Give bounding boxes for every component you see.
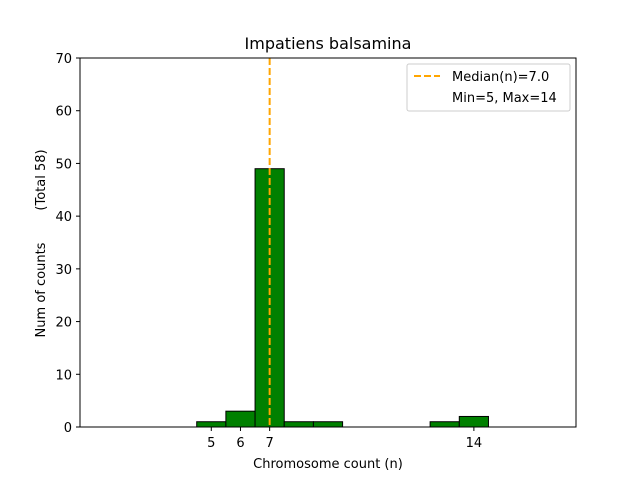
bar-0 xyxy=(196,421,227,428)
x-tick-label: 5 xyxy=(207,436,215,451)
y-tick-label: 30 xyxy=(55,263,72,278)
y-axis-total-note: (Total 58) xyxy=(34,149,49,210)
y-axis-ticks: 0 10 20 30 40 50 60 70 xyxy=(55,52,80,436)
chart-title: Impatiens balsamina xyxy=(245,34,412,53)
legend-entry-median: Median(n)=7.0 xyxy=(452,70,549,85)
bar-3 xyxy=(283,421,314,428)
x-tick-label: 7 xyxy=(266,436,274,451)
y-tick-label: 60 xyxy=(55,105,72,120)
legend-entry-minmax: Min=5, Max=14 xyxy=(452,91,557,106)
y-tick-label: 20 xyxy=(55,316,72,331)
x-axis-ticks: 5 6 7 14 xyxy=(207,427,482,451)
bar-4 xyxy=(312,421,344,428)
x-tick-label: 14 xyxy=(466,436,483,451)
y-tick-label: 10 xyxy=(55,368,72,383)
x-axis-label: Chromosome count (n) xyxy=(253,457,403,472)
bar-5 xyxy=(429,421,460,428)
legend-frame xyxy=(406,63,571,112)
y-axis-label: Num of counts xyxy=(34,242,49,337)
bars-group xyxy=(196,168,489,428)
y-tick-label: 0 xyxy=(64,421,72,436)
legend: Median(n)=7.0 Min=5, Max=14 xyxy=(406,63,571,112)
y-tick-label: 70 xyxy=(55,52,72,67)
x-tick-label: 6 xyxy=(236,436,244,451)
y-tick-label: 40 xyxy=(55,210,72,225)
bar-1 xyxy=(225,410,256,428)
plot-frame xyxy=(79,57,577,428)
y-tick-label: 50 xyxy=(55,157,72,172)
bar-6 xyxy=(458,415,489,428)
